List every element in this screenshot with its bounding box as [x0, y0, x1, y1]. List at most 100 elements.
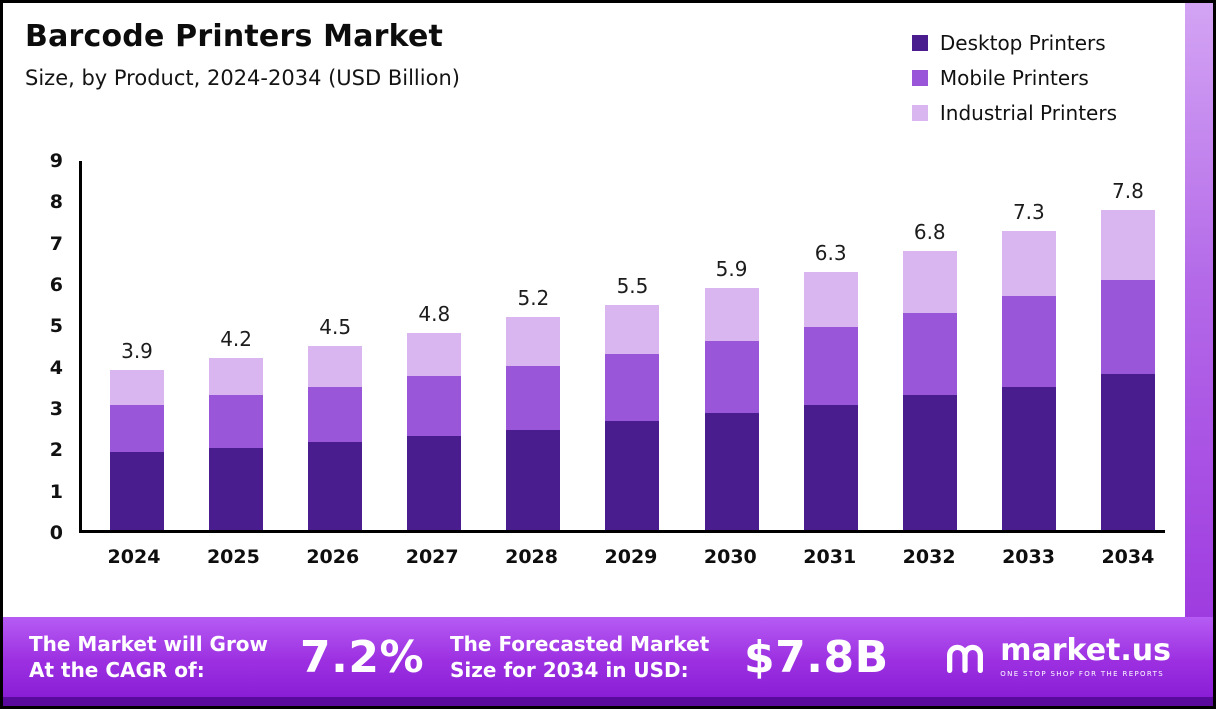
bar-column-2028: 5.2	[506, 161, 561, 530]
banner-bottom-edge	[3, 697, 1213, 706]
forecast-label: The Forecasted Market Size for 2034 in U…	[450, 632, 710, 682]
header: Barcode Printers Market Size, by Product…	[25, 19, 460, 90]
legend-item-industrial-printers: Industrial Printers	[911, 101, 1117, 125]
legend-label: Desktop Printers	[939, 31, 1106, 55]
forecast-value: $7.8B	[744, 631, 889, 683]
y-tick-label: 1	[49, 480, 63, 503]
x-axis-label: 2024	[107, 546, 161, 568]
bar-segment-mobile-printers	[110, 404, 164, 453]
bar-segment-desktop-printers	[902, 394, 957, 530]
bar-total-label: 3.9	[121, 339, 153, 364]
x-axis-label: 2030	[703, 546, 757, 568]
legend-swatch	[911, 105, 928, 121]
bar-segment-mobile-printers	[704, 341, 759, 414]
bar-segment-desktop-printers	[209, 448, 264, 530]
bar-segment-mobile-printers	[605, 353, 660, 422]
x-axis-label: 2031	[803, 546, 857, 568]
x-axis-label: 2033	[1002, 546, 1055, 568]
plot-area: 3.9 4.2 4.5 4.8 5.2 5.5 5.9 6.3 6.8 7.3 7.8	[79, 161, 1165, 533]
bar-column-2033: 7.3	[1001, 161, 1056, 530]
y-tick-label: 9	[49, 150, 63, 172]
legend-label: Industrial Printers	[939, 101, 1117, 125]
x-axis-label: 2027	[405, 546, 459, 568]
brand-tagline: ONE STOP SHOP FOR THE REPORTS	[1000, 670, 1165, 678]
legend-label: Mobile Printers	[939, 66, 1089, 90]
bar-column-2025: 4.2	[209, 161, 264, 530]
bar-total-label: 5.2	[517, 285, 550, 310]
bar-total-label: 7.3	[1012, 199, 1045, 224]
bar-segment-mobile-printers	[209, 394, 264, 448]
x-axis-label: 2032	[902, 546, 956, 568]
bar-segment-industrial-printers	[704, 288, 759, 342]
bar-segment-desktop-printers	[803, 404, 858, 530]
bar-column-2031: 6.3	[803, 161, 858, 530]
bar-segment-industrial-printers	[902, 251, 957, 313]
bar-column-2034: 7.8	[1100, 161, 1155, 530]
y-tick-label: 7	[49, 232, 63, 255]
bar-segment-desktop-printers	[506, 429, 561, 530]
bar-total-label: 4.5	[319, 314, 352, 339]
brand-block: market.us ONE STOP SHOP FOR THE REPORTS	[942, 634, 1187, 680]
bar-segment-mobile-printers	[308, 386, 363, 442]
bar-segment-desktop-printers	[605, 421, 660, 530]
bar-segment-desktop-printers	[308, 441, 363, 530]
y-tick-label: 5	[49, 315, 63, 338]
cagr-label: The Market will Grow At the CAGR of:	[29, 632, 269, 682]
bar-total-label: 7.8	[1112, 179, 1144, 204]
bar-segment-mobile-printers	[902, 312, 957, 395]
bar-segment-desktop-printers	[407, 435, 462, 530]
bar-segment-mobile-printers	[803, 327, 858, 405]
bar-total-label: 4.2	[220, 326, 252, 351]
page-subtitle: Size, by Product, 2024-2034 (USD Billion…	[25, 66, 460, 90]
plot-column: 3.9 4.2 4.5 4.8 5.2 5.5 5.9 6.3 6.8 7.3 7.8 2024 20…	[79, 161, 1165, 568]
bar-total-label: 5.9	[715, 257, 748, 282]
x-axis-label: 2028	[505, 546, 558, 568]
y-tick-label: 0	[49, 522, 63, 544]
x-axis-label: 2026	[306, 546, 360, 568]
bar-segment-industrial-printers	[506, 316, 561, 367]
x-axis-label: 2034	[1101, 546, 1155, 568]
legend-item-mobile-printers: Mobile Printers	[911, 66, 1117, 90]
y-axis: 0 1 2 3 4 5 6 7 8 9	[27, 150, 79, 544]
bar-column-2029: 5.5	[605, 161, 660, 530]
bar-total-label: 6.3	[814, 240, 847, 265]
bar-column-2024: 3.9	[110, 161, 164, 530]
bar-column-2030: 5.9	[704, 161, 759, 530]
bar-segment-industrial-printers	[1100, 210, 1155, 280]
x-axis-label: 2029	[604, 546, 658, 568]
bar-segment-mobile-printers	[407, 376, 462, 436]
page-title: Barcode Printers Market	[25, 19, 444, 54]
bar-segment-mobile-printers	[1100, 279, 1155, 375]
bar-total-label: 5.5	[616, 273, 649, 298]
bar-segment-desktop-printers	[1100, 374, 1155, 530]
brand-text: market.us ONE STOP SHOP FOR THE REPORTS	[1000, 636, 1171, 679]
bar-total-label: 6.8	[913, 220, 946, 245]
y-tick-label: 3	[49, 398, 63, 420]
bar-segment-industrial-printers	[110, 370, 164, 405]
legend-swatch	[911, 70, 928, 86]
bars: 3.9 4.2 4.5 4.8 5.2 5.5 5.9 6.3 6.8 7.3 7.8	[82, 161, 1165, 530]
y-tick-label: 4	[49, 356, 63, 379]
cagr-value: 7.2%	[300, 631, 425, 683]
bar-column-2027: 4.8	[407, 161, 462, 530]
bar-column-2032: 6.8	[902, 161, 957, 530]
bottom-banner: The Market will Grow At the CAGR of: 7.2…	[3, 617, 1213, 697]
y-tick-label: 6	[49, 274, 63, 296]
chart-legend: Desktop Printers Mobile Printers Industria…	[911, 31, 1117, 125]
chart: 0 1 2 3 4 5 6 7 8 9 3.9 4.2 4.5 4.8 5.2 5.5 5.9 6.3 6.8 7.…	[27, 150, 1165, 568]
bar-segment-desktop-printers	[110, 452, 164, 530]
legend-swatch	[911, 35, 928, 51]
market-us-logo-icon	[947, 644, 984, 674]
bar-segment-industrial-printers	[209, 357, 264, 395]
legend-item-desktop-printers: Desktop Printers	[911, 31, 1117, 55]
bar-segment-mobile-printers	[1001, 296, 1056, 387]
y-tick-label: 8	[49, 191, 63, 214]
bar-segment-desktop-printers	[704, 413, 759, 530]
bar-segment-desktop-printers	[1001, 386, 1056, 530]
bar-segment-industrial-printers	[407, 333, 462, 377]
x-axis-label: 2025	[206, 546, 260, 568]
bar-segment-industrial-printers	[605, 304, 660, 354]
chart-panel: Barcode Printers Market Size, by Product…	[3, 3, 1213, 617]
right-accent-strip	[1185, 3, 1213, 617]
